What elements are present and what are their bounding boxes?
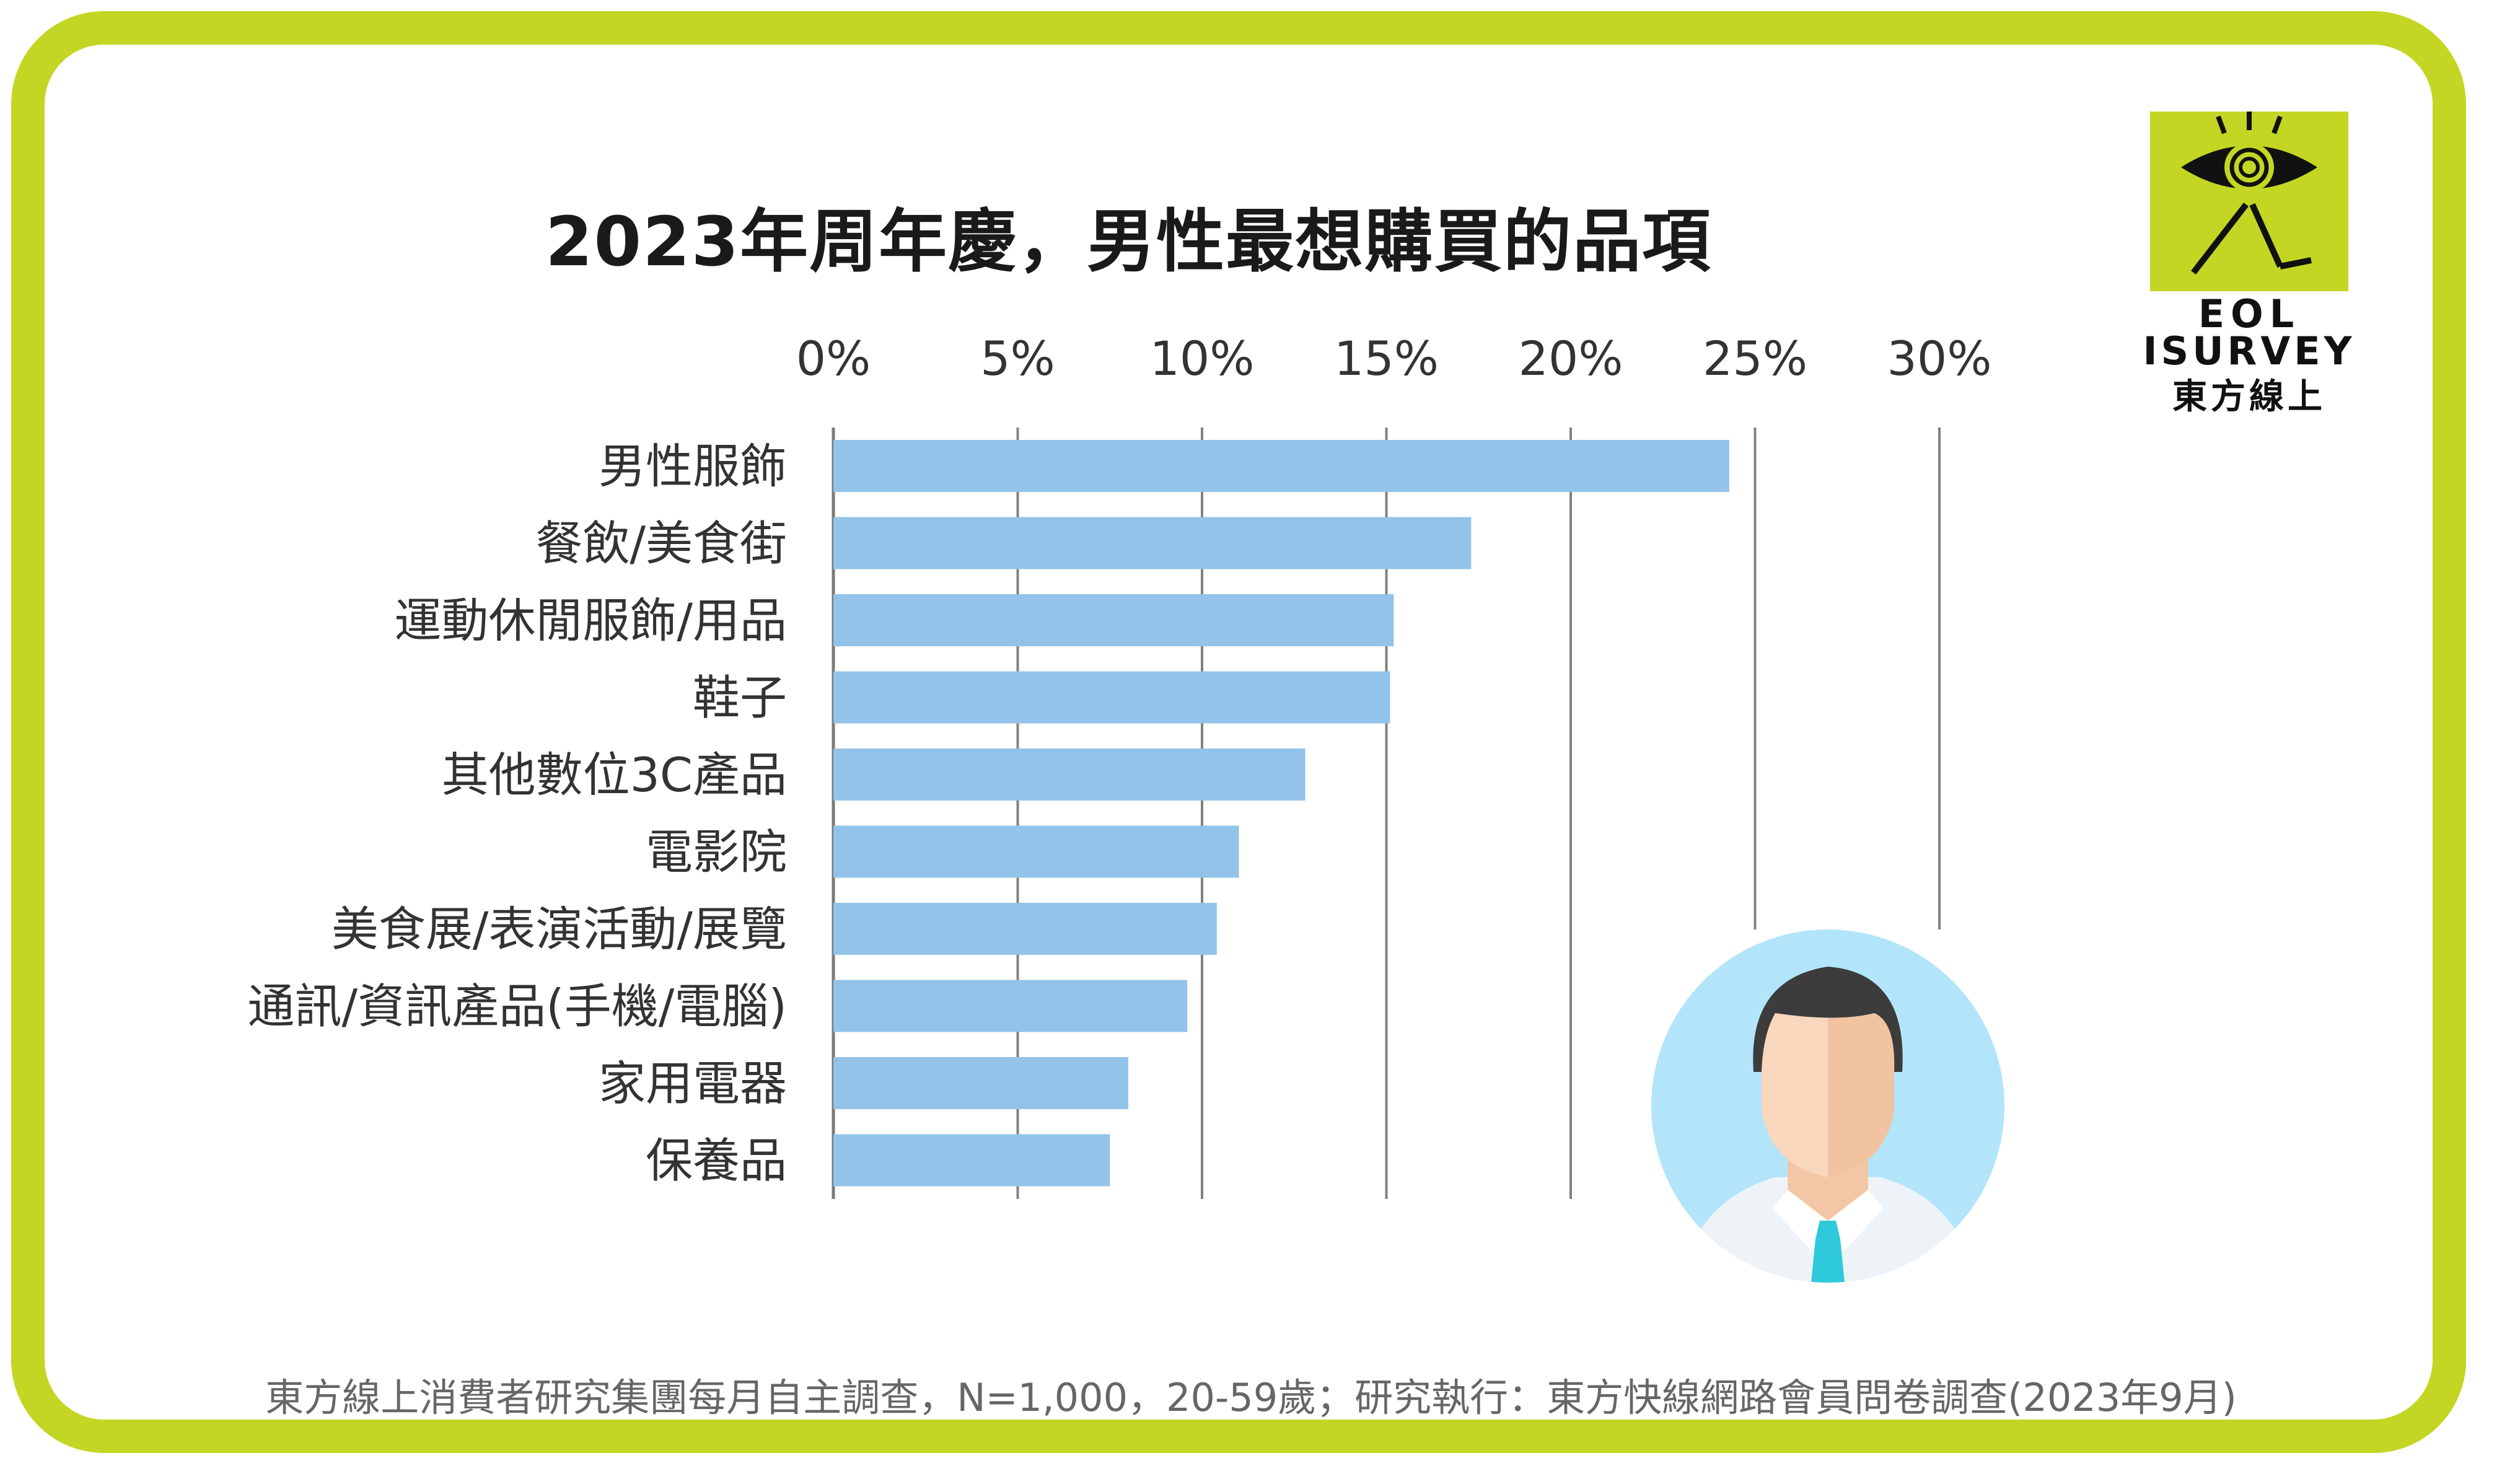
x-tick-label: 15% [1334,331,1439,386]
logo-isurvey-text: ISURVEY [2143,328,2356,374]
chart-title: 2023年周年慶，男性最想購買的品項 [545,202,1712,281]
bar [833,1134,1110,1187]
category-label: 美食展/表演活動/展覽 [331,902,787,957]
bar [833,980,1188,1032]
card-frame [11,11,2466,1453]
bar [833,671,1390,724]
x-tick-label: 0% [796,331,871,386]
bar [833,594,1394,646]
bar [833,749,1306,801]
category-label: 保養品 [646,1133,787,1188]
man-avatar-icon [1651,929,2004,1283]
logo-brand-text: 東方線上 [2172,377,2326,417]
bar [833,825,1239,878]
category-label: 餐飲/美食街 [535,516,787,571]
category-label: 通訊/資訊產品(手機/電腦) [247,979,787,1034]
x-tick-label: 10% [1150,331,1255,386]
eol-logo-icon [2150,112,2348,291]
category-label: 其他數位3C產品 [442,747,787,802]
x-tick-label: 20% [1519,331,1623,386]
x-tick-label: 5% [980,331,1055,386]
category-label: 鞋子 [693,670,787,726]
category-label: 電影院 [646,825,787,880]
category-label: 男性服飾 [599,439,787,494]
category-label: 運動休閒服飾/用品 [394,593,787,648]
bar [833,903,1217,955]
category-label: 家用電器 [599,1056,787,1111]
footnote: 東方線上消費者研究集團每月自主調查，N=1,000，20-59歲；研究執行：東方… [265,1375,2237,1420]
bar [833,1057,1128,1109]
bar [833,440,1729,492]
logo-eol-text: EOL [2198,291,2301,336]
bar [833,517,1472,569]
x-tick-label: 25% [1703,331,1807,386]
x-tick-label: 30% [1887,331,1992,386]
